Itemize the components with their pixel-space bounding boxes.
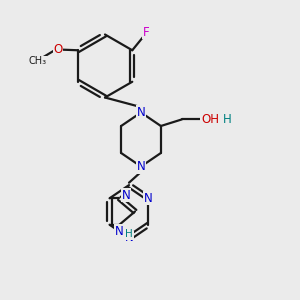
Text: N: N bbox=[124, 231, 134, 244]
Text: N: N bbox=[122, 189, 130, 202]
Text: N: N bbox=[144, 192, 153, 205]
Text: H: H bbox=[125, 229, 133, 239]
Text: N: N bbox=[115, 225, 124, 238]
Text: N: N bbox=[136, 160, 146, 173]
Text: O: O bbox=[54, 43, 63, 56]
Text: N: N bbox=[136, 106, 146, 119]
Text: H: H bbox=[223, 113, 231, 126]
Text: F: F bbox=[142, 26, 149, 39]
Text: CH₃: CH₃ bbox=[28, 56, 46, 66]
Text: OH: OH bbox=[201, 113, 219, 126]
